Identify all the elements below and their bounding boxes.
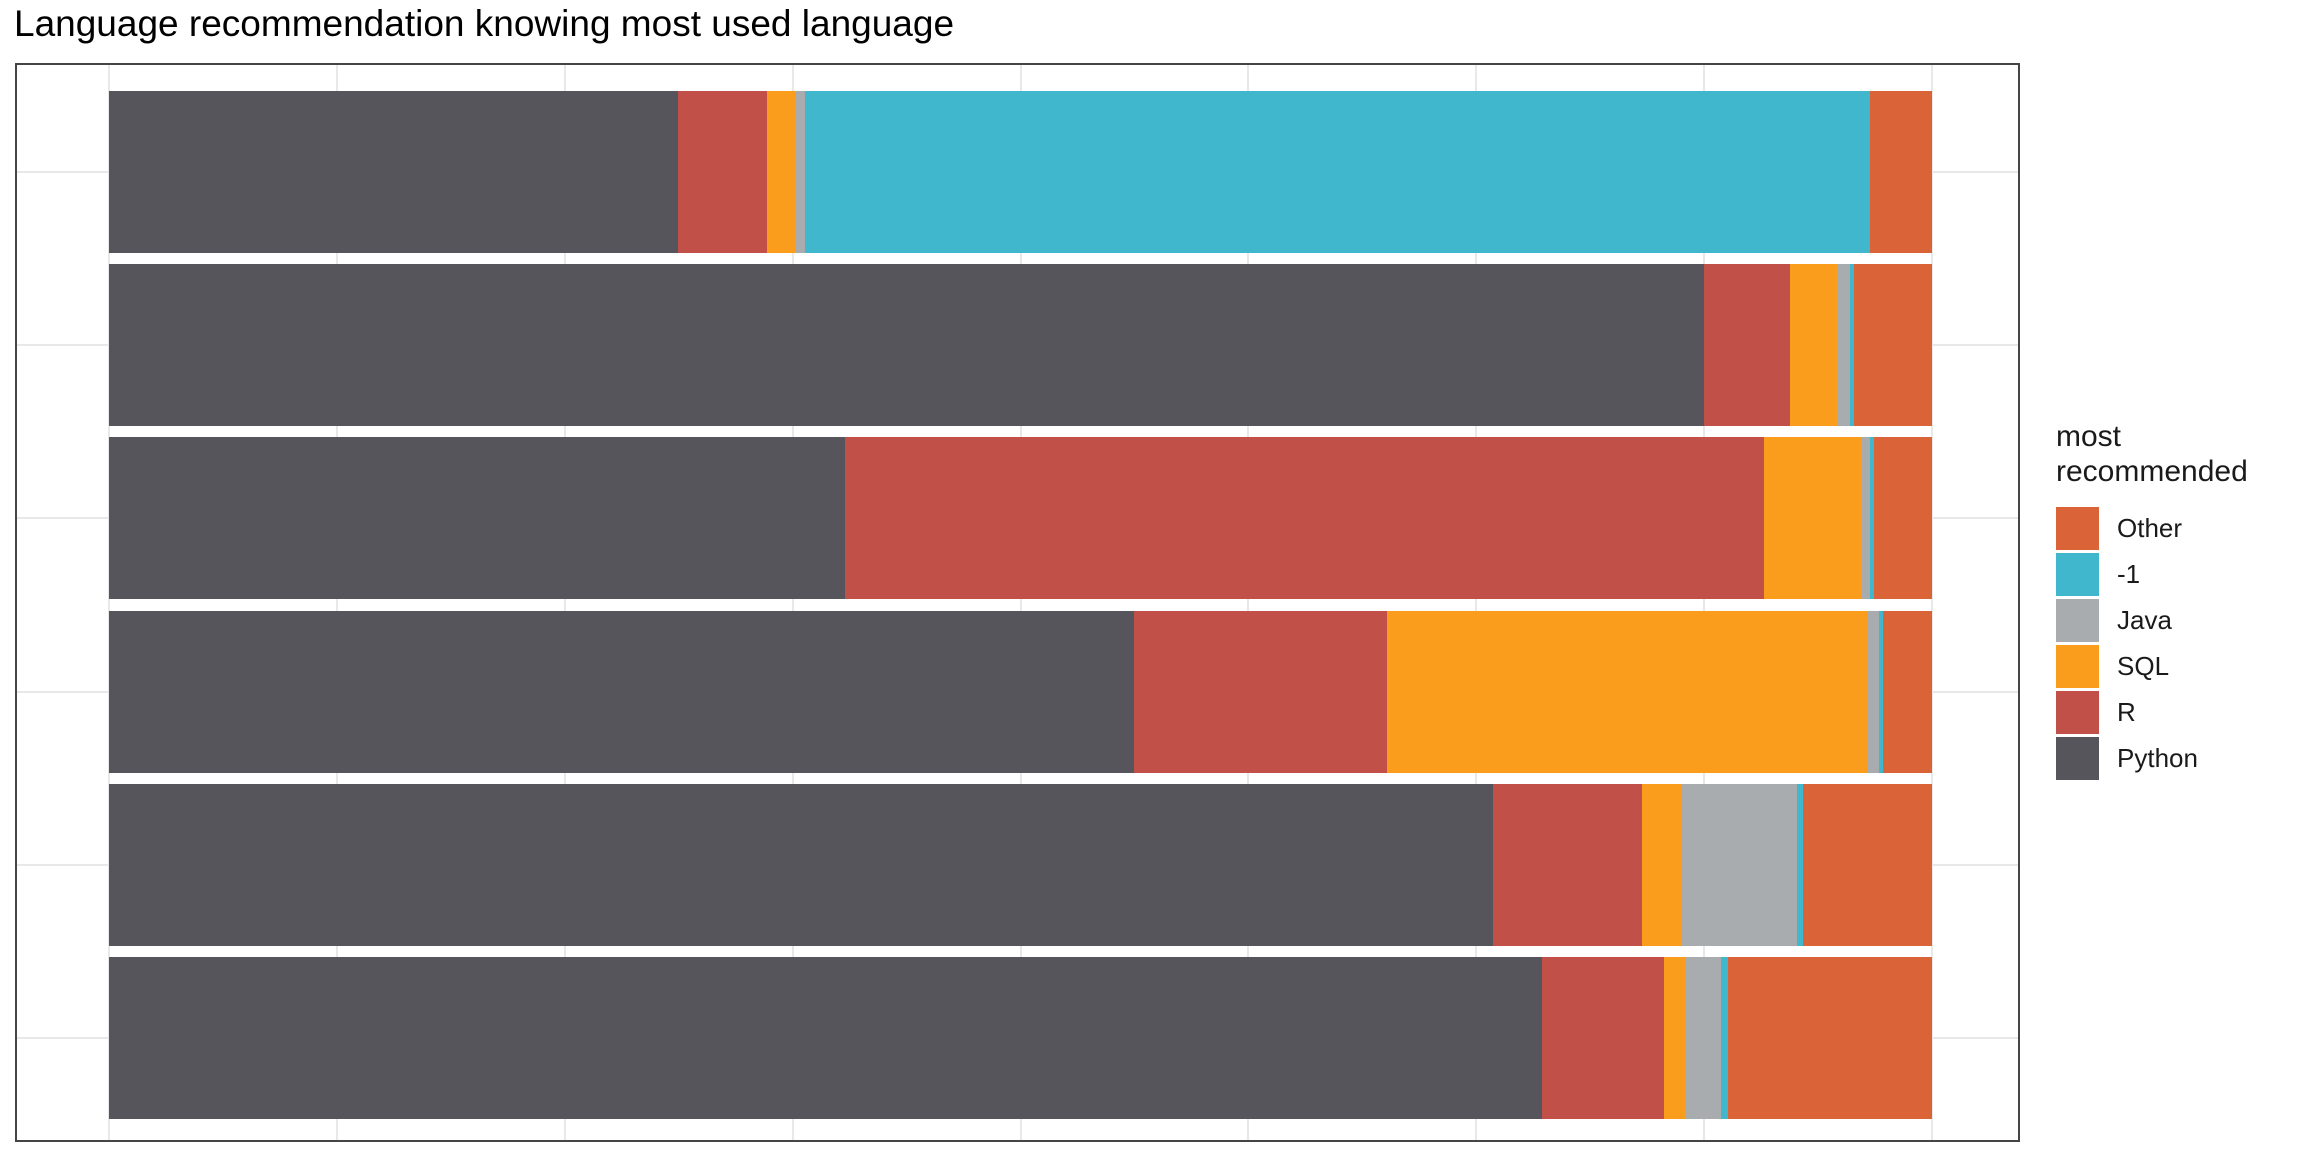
bar-segment-java [1837, 264, 1850, 426]
bar-segment--1 [1869, 437, 1874, 599]
bar-segment-python [109, 784, 1493, 946]
stacked-bar-row [109, 784, 1932, 946]
stacked-bar-row [109, 611, 1932, 773]
bar-segment-other [1873, 437, 1932, 599]
bar-segment-other [1882, 611, 1932, 773]
bar-segment-other [1853, 264, 1932, 426]
bar-segment-java [1868, 611, 1880, 773]
x-gridline [1931, 65, 1933, 1140]
legend-swatch [2056, 599, 2099, 642]
bar-segment-sql [1642, 784, 1683, 946]
bar-segment-sql [1764, 437, 1861, 599]
bar-segment-sql [1789, 264, 1838, 426]
legend-swatch [2056, 553, 2099, 596]
bar-segment-r [1541, 957, 1665, 1119]
legend-swatch [2056, 645, 2099, 688]
x-gridline [563, 65, 566, 1140]
bar-segment-java [1685, 957, 1721, 1119]
legend-swatch [2056, 691, 2099, 734]
bar-segment--1 [1879, 611, 1883, 773]
stacked-bar-row [109, 91, 1932, 253]
bar-segment-other [1869, 91, 1932, 253]
legend-swatch [2056, 507, 2099, 550]
bar-segment--1 [1849, 264, 1854, 426]
bar-segment-other [1802, 784, 1932, 946]
plot-panel [15, 63, 2020, 1142]
chart-title: Language recommendation knowing most use… [14, 3, 955, 44]
x-gridline [108, 65, 110, 1140]
legend-item-label: SQL [2117, 651, 2170, 681]
bar-segment--1 [1797, 784, 1803, 946]
bar-segment-r [1492, 784, 1643, 946]
x-gridline [1019, 65, 1022, 1140]
x-gridline [791, 65, 794, 1140]
bar-segment--1 [805, 91, 1870, 253]
stacked-bar-row [109, 264, 1932, 426]
legend: most recommended Other -1 Java SQL R Python [2056, 420, 2302, 783]
x-gridline [335, 65, 338, 1140]
bar-segment-java [796, 91, 806, 253]
bar-segment-sql [1386, 611, 1869, 773]
bar-segment-other [1727, 957, 1932, 1119]
legend-item-label: Other [2117, 513, 2183, 543]
legend-item-label: -1 [2117, 559, 2141, 589]
legend-items: Other -1 Java SQL R Python [2056, 507, 2302, 780]
stacked-bar-row [109, 437, 1932, 599]
bar-segment-sql [767, 91, 797, 253]
bar-segment-r [845, 437, 1765, 599]
legend-item-label: R [2117, 697, 2136, 727]
bar-segment-python [109, 611, 1134, 773]
legend-item: R [2056, 691, 2302, 734]
legend-item-label: Java [2117, 605, 2172, 635]
bar-segment-java [1860, 437, 1870, 599]
bar-segment-r [1133, 611, 1387, 773]
stacked-bar-row [109, 957, 1932, 1119]
legend-item: SQL [2056, 645, 2302, 688]
bar-segment-r [677, 91, 768, 253]
bar-segment-python [109, 437, 846, 599]
x-gridline [1475, 65, 1478, 1140]
legend-item: Python [2056, 737, 2302, 780]
bar-segment--1 [1720, 957, 1728, 1119]
legend-item: -1 [2056, 553, 2302, 596]
x-gridline [1703, 65, 1706, 1140]
x-gridline [1247, 65, 1250, 1140]
bar-segment-r [1704, 264, 1790, 426]
bar-segment-java [1682, 784, 1798, 946]
bar-segment-python [109, 957, 1542, 1119]
legend-item: Other [2056, 507, 2302, 550]
bar-segment-python [109, 264, 1705, 426]
legend-item: Java [2056, 599, 2302, 642]
legend-title: most recommended [2056, 420, 2248, 488]
legend-item-label: Python [2117, 743, 2198, 773]
bar-segment-sql [1664, 957, 1686, 1119]
legend-swatch [2056, 737, 2099, 780]
bar-segment-python [109, 91, 678, 253]
